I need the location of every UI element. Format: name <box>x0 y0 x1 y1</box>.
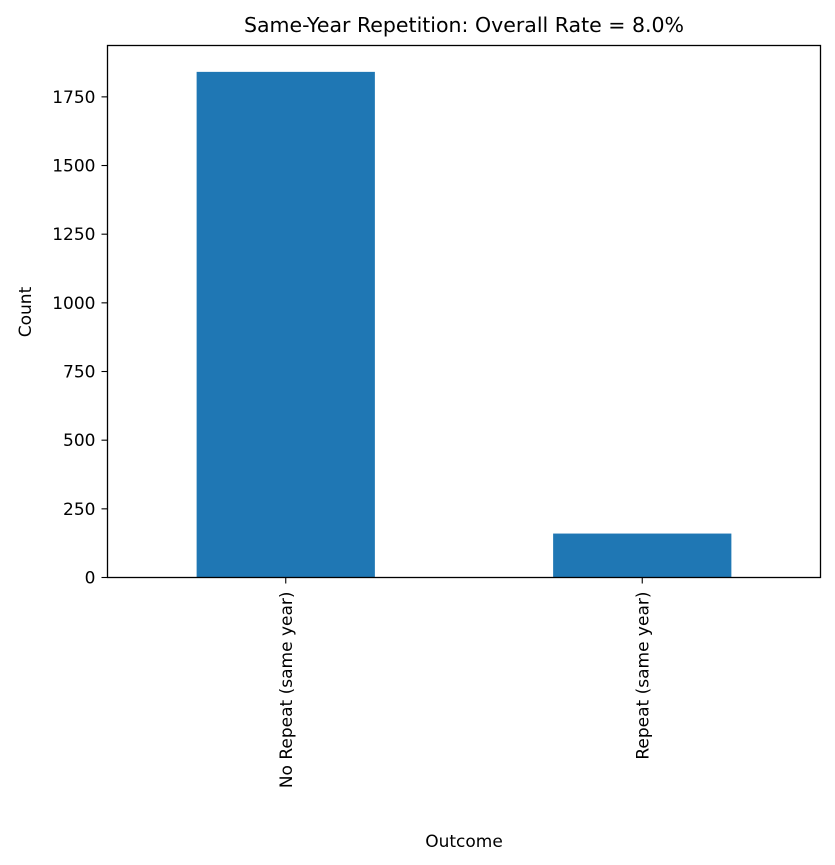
y-tick-label: 0 <box>85 569 96 589</box>
y-tick-label: 750 <box>63 363 95 383</box>
y-tick-label: 1750 <box>52 88 95 108</box>
y-tick-label: 1000 <box>52 294 95 314</box>
bars-group <box>196 71 732 578</box>
bar-1 <box>553 533 732 578</box>
bar-0 <box>196 71 375 578</box>
y-tick-label: 1500 <box>52 157 95 177</box>
plot-frame <box>106 44 822 579</box>
x-tick-label: No Repeat (same year) <box>277 592 297 789</box>
y-tick-label: 500 <box>63 431 95 451</box>
x-tick-label: Repeat (same year) <box>633 592 653 760</box>
y-axis-label: Count <box>16 286 36 337</box>
y-tick-label: 250 <box>63 500 95 520</box>
chart-title: Same-Year Repetition: Overall Rate = 8.0… <box>244 13 684 37</box>
y-tick-label: 1250 <box>52 225 95 245</box>
y-axis-ticks: 0 250 500 750 1000 1250 1500 1750 <box>52 88 108 589</box>
x-axis-ticks: No Repeat (same year) Repeat (same year) <box>277 577 653 789</box>
x-axis-label: Outcome <box>425 832 503 852</box>
